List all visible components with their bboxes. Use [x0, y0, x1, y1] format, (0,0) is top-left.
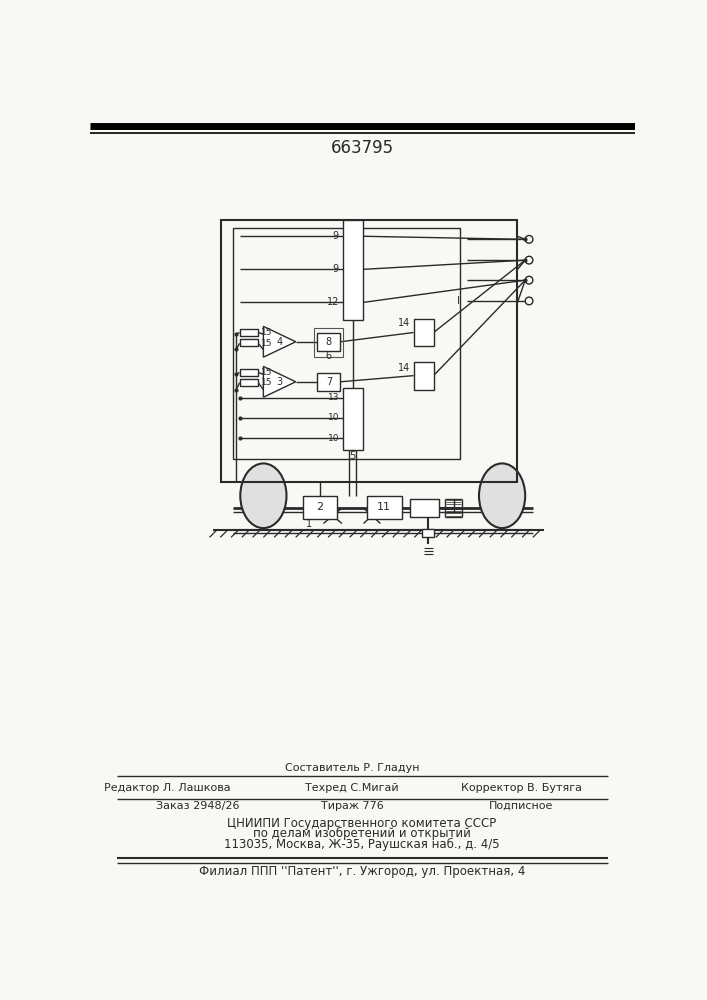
Text: 9: 9 [333, 264, 339, 274]
Text: по делам изобретений и открытий: по делам изобретений и открытий [253, 827, 471, 840]
Text: Тираж 776: Тираж 776 [320, 801, 383, 811]
Text: 5: 5 [349, 451, 356, 461]
Bar [240, 379, 258, 386]
Text: 663795: 663795 [330, 139, 394, 157]
Bar [240, 339, 258, 346]
Text: 14: 14 [398, 363, 411, 373]
Bar [422, 529, 434, 537]
Bar [414, 319, 433, 346]
Bar [317, 373, 340, 391]
Bar [343, 220, 363, 320]
Text: 10: 10 [328, 434, 339, 443]
Bar [303, 496, 337, 519]
Text: 2: 2 [316, 502, 323, 512]
Text: Подписное: Подписное [489, 801, 554, 811]
Text: 13: 13 [328, 393, 339, 402]
Bar [414, 362, 433, 389]
Text: ЦНИИПИ Государственного комитета СССР: ЦНИИПИ Государственного комитета СССР [228, 817, 496, 830]
Text: 113035, Москва, Ж-35, Раушская наб., д. 4/5: 113035, Москва, Ж-35, Раушская наб., д. … [224, 838, 500, 851]
Text: 7: 7 [326, 377, 332, 387]
Text: 6: 6 [326, 351, 332, 361]
Polygon shape [264, 366, 296, 397]
Text: Составитель Р. Гладун: Составитель Р. Гладун [285, 763, 419, 773]
Text: Редактор Л. Лашкова: Редактор Л. Лашкова [104, 783, 230, 793]
Text: Техред С.Мигай: Техред С.Мигай [305, 783, 399, 793]
Text: Корректор В. Бутяга: Корректор В. Бутяга [461, 783, 582, 793]
Text: 1: 1 [305, 519, 312, 529]
Ellipse shape [240, 463, 286, 528]
Text: 15: 15 [261, 378, 273, 387]
Text: 4: 4 [276, 337, 283, 347]
Text: 8: 8 [326, 337, 332, 347]
Text: 3: 3 [276, 377, 283, 387]
Bar [368, 496, 402, 519]
Bar [343, 388, 363, 450]
Text: Филиал ППП ''Патент'', г. Ужгород, ул. Проектная, 4: Филиал ППП ''Патент'', г. Ужгород, ул. П… [199, 865, 525, 878]
Bar [240, 329, 258, 336]
Text: 15: 15 [261, 328, 273, 337]
Text: 15: 15 [261, 368, 273, 377]
Text: 10: 10 [328, 413, 339, 422]
Bar [240, 369, 258, 376]
Text: I: I [457, 296, 460, 306]
Bar [409, 499, 439, 517]
Text: 11: 11 [378, 502, 391, 512]
Text: 15: 15 [261, 339, 273, 348]
Text: 12: 12 [327, 297, 339, 307]
Bar [233, 228, 460, 459]
Polygon shape [264, 326, 296, 357]
Bar [221, 220, 518, 482]
Bar [314, 328, 344, 357]
Text: 9: 9 [333, 231, 339, 241]
Text: Заказ 2948/26: Заказ 2948/26 [156, 801, 239, 811]
Ellipse shape [479, 463, 525, 528]
Text: 14: 14 [398, 318, 411, 328]
Bar [317, 333, 340, 351]
